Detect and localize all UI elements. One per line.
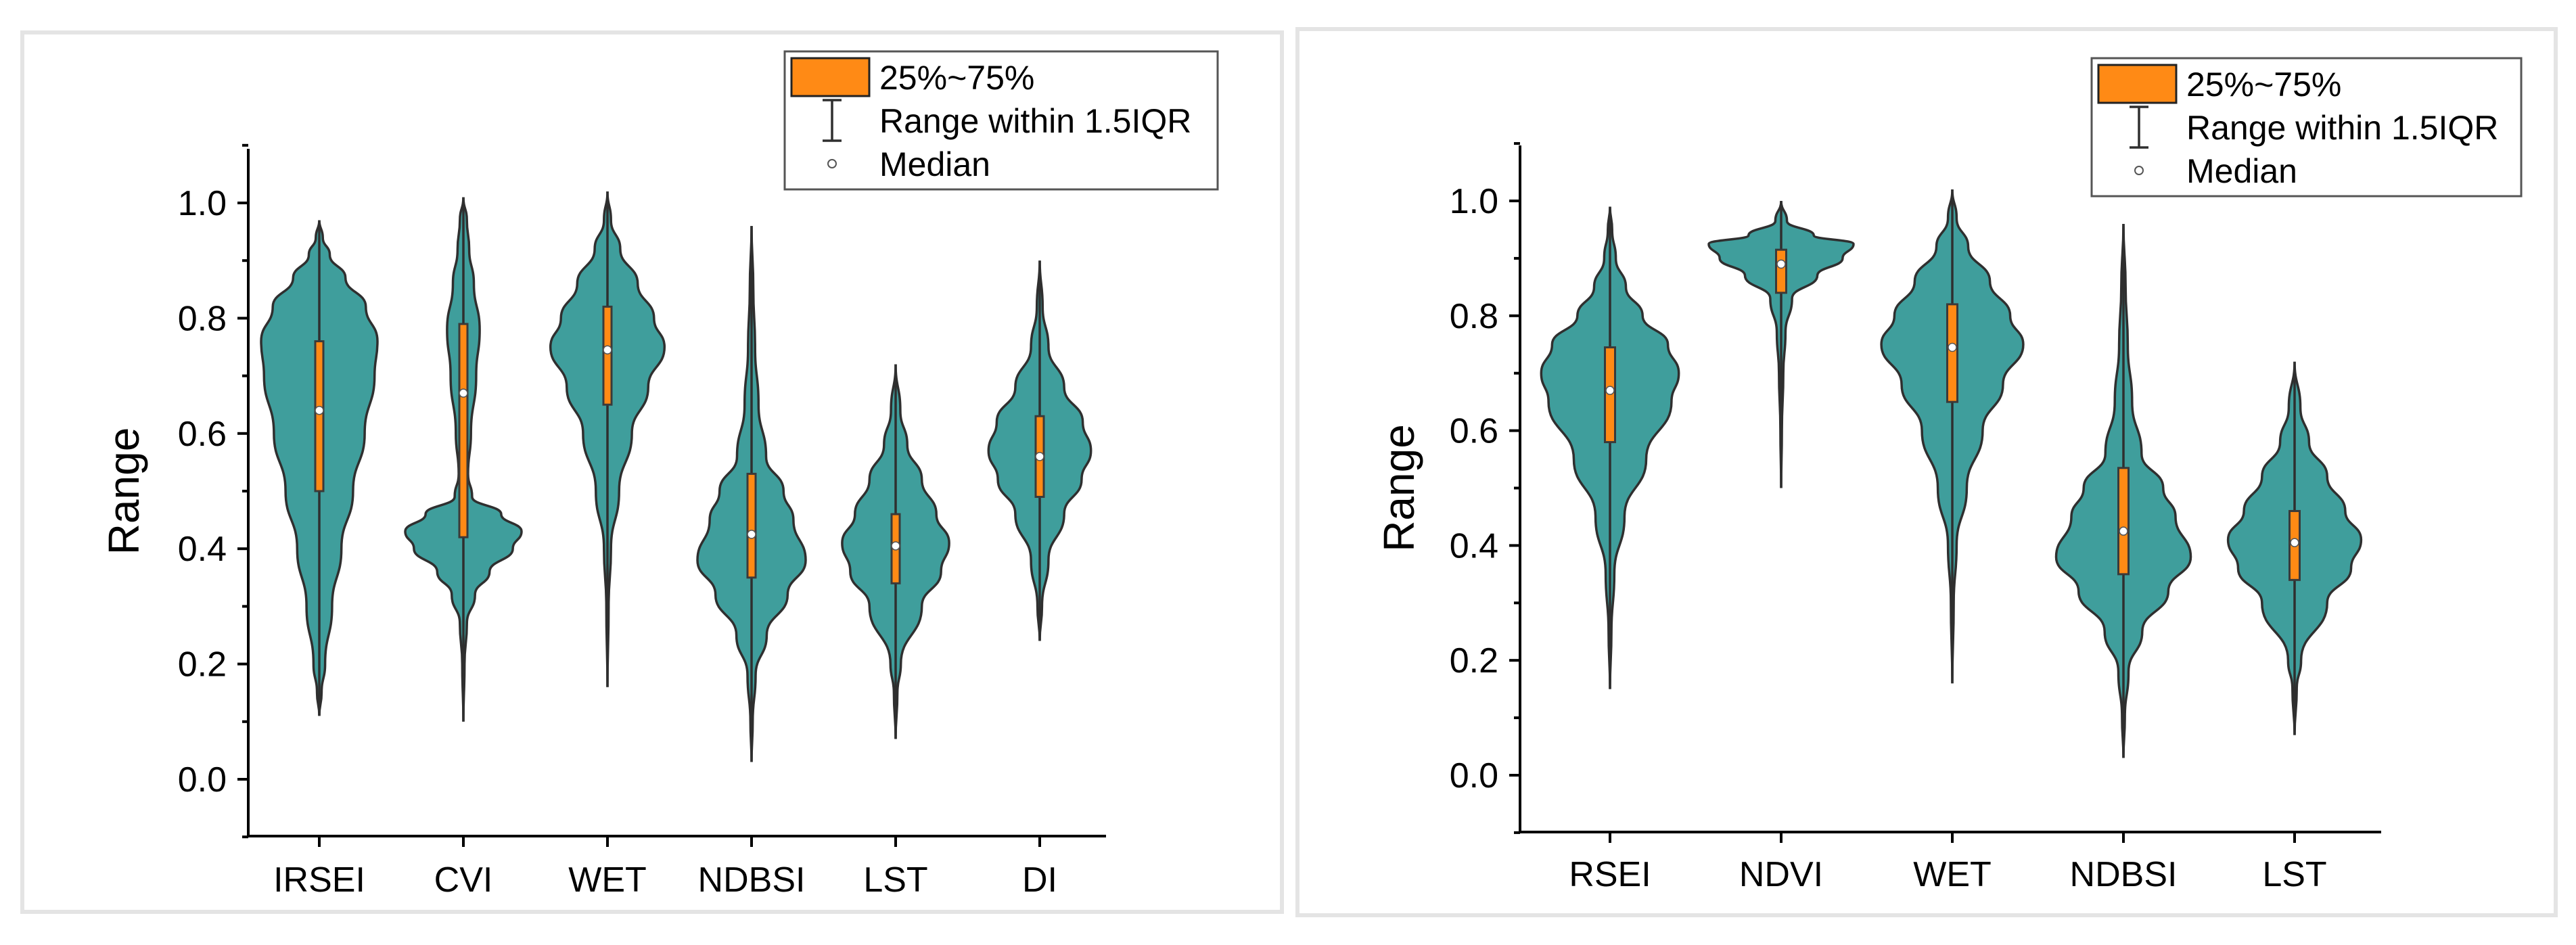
y-axis-title: Range xyxy=(1375,424,1423,552)
legend-label: Median xyxy=(879,145,990,183)
y-tick-label: 0.6 xyxy=(178,415,227,454)
legend-swatch-box xyxy=(2097,64,2178,104)
x-tick-label: NDVI xyxy=(1739,855,1823,894)
median-dot-cvi xyxy=(459,388,468,398)
legend-label: 25%~75% xyxy=(2186,66,2341,103)
legend-label: Range within 1.5IQR xyxy=(879,102,1191,140)
x-tick-label: RSEI xyxy=(1569,855,1651,894)
legend-swatch-dot xyxy=(2134,166,2144,175)
legend: 25%~75% Range within 1.5IQR Median xyxy=(2090,57,2523,198)
y-tick-label: 0.0 xyxy=(1450,756,1498,796)
y-tick-label: 0.6 xyxy=(1450,412,1498,451)
median-dot-irsei xyxy=(315,405,324,415)
x-tick-label: LST xyxy=(863,860,927,900)
y-tick-label: 1.0 xyxy=(178,184,227,223)
legend-label: Range within 1.5IQR xyxy=(2186,109,2498,147)
y-tick-label: 0.2 xyxy=(1450,641,1498,681)
iqr-box-wet xyxy=(1946,303,1958,403)
legend-label: Median xyxy=(2186,152,2297,190)
y-tick-label: 1.0 xyxy=(1450,182,1498,221)
x-tick-label: IRSEI xyxy=(273,860,365,900)
x-tick-label: NDBSI xyxy=(698,860,806,900)
x-tick-label: LST xyxy=(2262,855,2326,894)
median-dot-wet xyxy=(1948,342,1957,352)
x-tick-label: CVI xyxy=(434,860,493,900)
median-dot-ndbsi xyxy=(747,530,756,539)
median-dot-lst xyxy=(891,541,900,551)
iqr-box-ndbsi xyxy=(746,472,757,579)
iqr-box-ndvi xyxy=(1775,248,1787,294)
legend-swatch-box xyxy=(790,57,871,97)
x-tick-label: DI xyxy=(1022,860,1057,900)
iqr-box-irsei xyxy=(314,340,325,492)
median-dot-ndbsi xyxy=(2119,526,2128,536)
median-dot-lst xyxy=(2290,538,2299,547)
chart-left: 0.0 0.2 0.4 0.6 0.8 1.0 Range IRSEI CVI WET NDBSI L… xyxy=(99,50,1219,900)
iqr-box-wet xyxy=(602,305,613,406)
y-tick-label: 0.8 xyxy=(1450,297,1498,336)
median-dot-rsei xyxy=(1605,386,1615,395)
iqr-box-cvi xyxy=(458,323,469,538)
y-axis-title: Range xyxy=(99,428,148,555)
y-tick-label: 0.8 xyxy=(178,299,227,338)
x-tick-label: WET xyxy=(568,860,647,900)
median-dot-wet xyxy=(603,345,612,355)
iqr-box-ndbsi xyxy=(2117,467,2130,576)
y-tick-label: 0.0 xyxy=(178,760,227,800)
legend: 25%~75% Range within 1.5IQR Median xyxy=(783,50,1219,191)
chart-right: 0.0 0.2 0.4 0.6 0.8 1.0 Range RSEI NDVI WET NDBSI L… xyxy=(1375,57,2523,894)
legend-swatch-dot xyxy=(827,159,837,168)
legend-label: 25%~75% xyxy=(879,59,1034,97)
x-tick-label: NDBSI xyxy=(2070,855,2178,894)
median-dot-di xyxy=(1035,452,1044,461)
y-tick-label: 0.4 xyxy=(1450,526,1498,566)
y-tick-label: 0.4 xyxy=(178,530,227,569)
median-dot-ndvi xyxy=(1776,259,1786,269)
x-tick-label: WET xyxy=(1913,855,1992,894)
y-tick-label: 0.2 xyxy=(178,645,227,685)
